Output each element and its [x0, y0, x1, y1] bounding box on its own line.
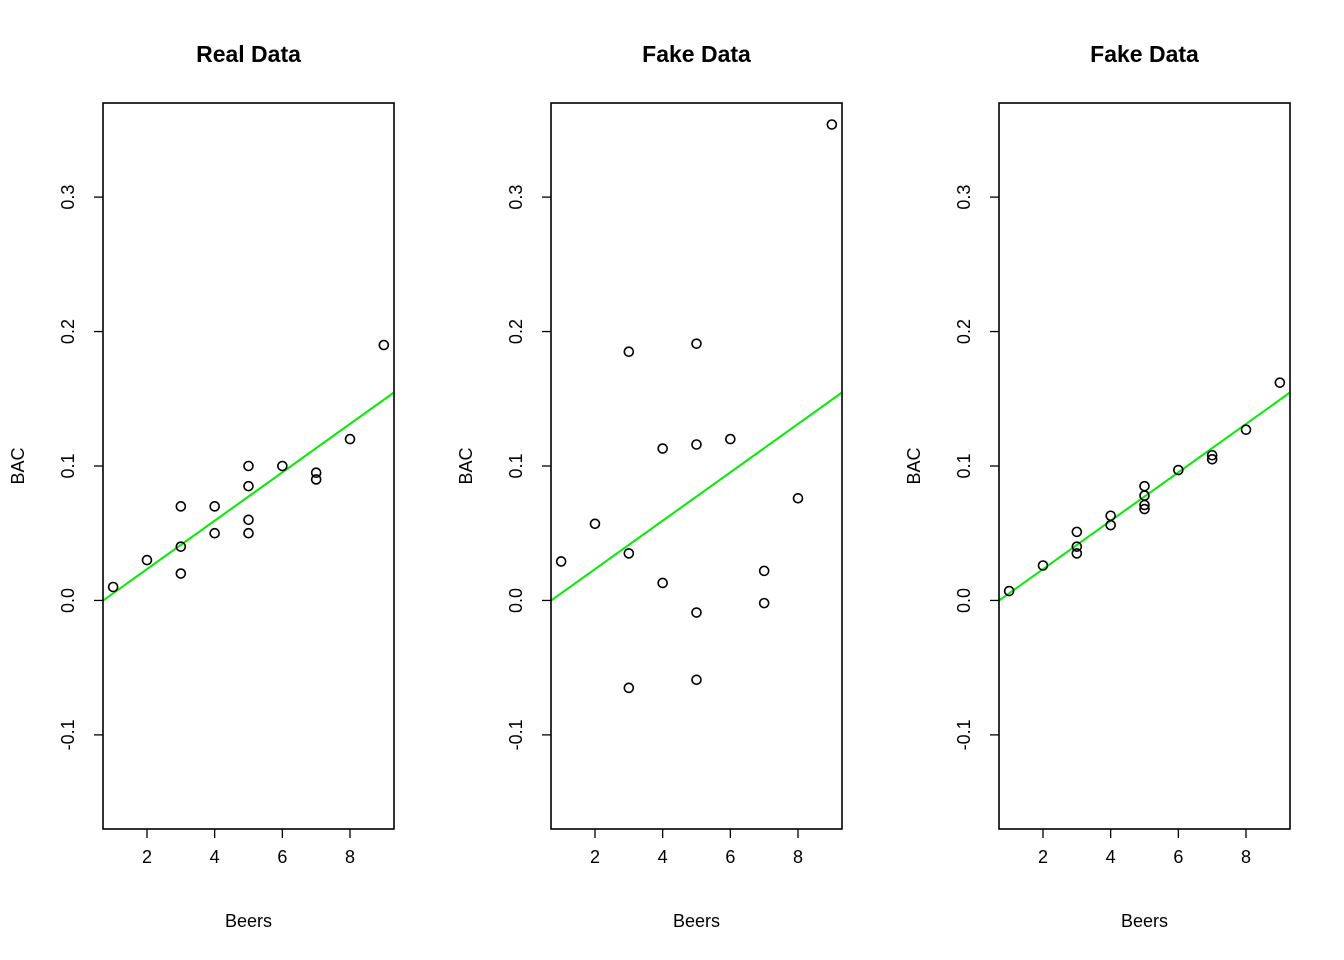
data-point: [758, 565, 770, 577]
x-axis-label: Beers: [1121, 911, 1168, 931]
data-point: [175, 541, 187, 552]
y-tick-label: 0.3: [954, 185, 974, 210]
y-axis-label: BAC: [456, 447, 476, 484]
data-point: [1173, 464, 1184, 476]
data-point: [1071, 548, 1083, 559]
data-point: [1003, 585, 1015, 597]
y-tick-label: 0.0: [954, 588, 974, 613]
data-point: [243, 514, 254, 526]
data-point: [657, 577, 668, 589]
x-tick-label: 4: [1106, 847, 1116, 867]
y-tick-label: 0.2: [58, 319, 78, 344]
x-tick-label: 2: [1038, 847, 1048, 867]
x-tick-label: 4: [210, 847, 220, 867]
x-tick-label: 2: [142, 847, 152, 867]
data-point: [1139, 503, 1150, 515]
data-point: [344, 433, 356, 445]
y-tick-label: 0.2: [506, 319, 526, 344]
data-point: [657, 443, 668, 454]
data-point: [141, 554, 153, 566]
fit-line: [551, 391, 842, 602]
data-point: [1206, 453, 1218, 465]
data-point: [1037, 560, 1049, 571]
data-point: [691, 439, 702, 450]
data-point: [243, 527, 254, 539]
data-point: [1240, 424, 1252, 436]
data-point: [1274, 377, 1286, 388]
data-point: [1206, 449, 1218, 461]
plot-frame: [998, 102, 1291, 830]
data-point: [623, 548, 635, 559]
y-tick-label: 0.0: [506, 588, 526, 613]
y-tick-label: 0.1: [58, 453, 78, 478]
x-axis-label: Beers: [225, 911, 272, 931]
data-point: [1105, 519, 1116, 531]
x-tick-label: 6: [725, 847, 735, 867]
data-point: [175, 501, 187, 512]
panel-2: Fake Data 2 4 6 8 -0.1 0.0 0.1 0.2 0.3 Beers BAC: [456, 41, 843, 931]
data-point: [623, 346, 635, 358]
data-point: [277, 460, 288, 472]
data-point: [555, 556, 567, 567]
x-axis-label: Beers: [673, 911, 720, 931]
x-tick-label: 6: [277, 847, 287, 867]
data-point: [1071, 541, 1083, 552]
y-tick-label: 0.3: [58, 185, 78, 210]
x-tick-label: 8: [345, 847, 355, 867]
y-axis-label: BAC: [8, 447, 28, 484]
data-point: [1139, 499, 1150, 511]
panel-3: Fake Data 2 4 6 8 -0.1 0.0 0.1 0.2 0.3 Beers BAC: [904, 41, 1291, 931]
data-point: [792, 492, 804, 504]
data-point: [243, 480, 254, 492]
data-point: [691, 674, 702, 686]
plot-frame: [102, 102, 395, 830]
y-tick-label: 0.0: [58, 588, 78, 613]
y-tick-label: -0.1: [954, 719, 974, 750]
data-point: [243, 460, 254, 472]
data-point: [623, 682, 635, 694]
data-point: [175, 568, 187, 579]
panel-title: Fake Data: [1090, 41, 1199, 67]
y-tick-label: -0.1: [506, 719, 526, 750]
data-point: [209, 501, 220, 512]
y-tick-label: 0.1: [506, 453, 526, 478]
panel-title: Fake Data: [642, 41, 751, 67]
panel-1: Real Data 2 4 6 8 -0.1 0.0 0.1 0.2 0.3 Beers BAC: [8, 41, 395, 931]
data-point: [691, 607, 702, 618]
data-point: [378, 339, 390, 351]
x-tick-label: 8: [793, 847, 803, 867]
x-tick-label: 8: [1241, 847, 1251, 867]
y-tick-label: 0.3: [506, 185, 526, 210]
data-point: [310, 467, 322, 479]
data-point: [826, 119, 838, 130]
plot-frame: [550, 102, 843, 830]
data-point: [107, 581, 119, 593]
x-tick-label: 6: [1173, 847, 1183, 867]
data-point: [310, 474, 322, 485]
data-point: [1105, 510, 1116, 522]
data-point: [758, 597, 770, 609]
y-axis-label: BAC: [904, 447, 924, 484]
y-tick-label: -0.1: [58, 719, 78, 750]
x-tick-label: 4: [658, 847, 668, 867]
y-tick-label: 0.2: [954, 319, 974, 344]
data-point: [725, 433, 736, 445]
data-point: [1071, 526, 1083, 538]
data-point: [1139, 480, 1150, 492]
data-point: [691, 338, 702, 349]
x-tick-label: 2: [590, 847, 600, 867]
panel-title: Real Data: [196, 41, 301, 67]
data-point: [589, 518, 601, 530]
data-point: [209, 527, 220, 539]
fit-line: [103, 391, 394, 602]
y-tick-label: 0.1: [954, 453, 974, 478]
